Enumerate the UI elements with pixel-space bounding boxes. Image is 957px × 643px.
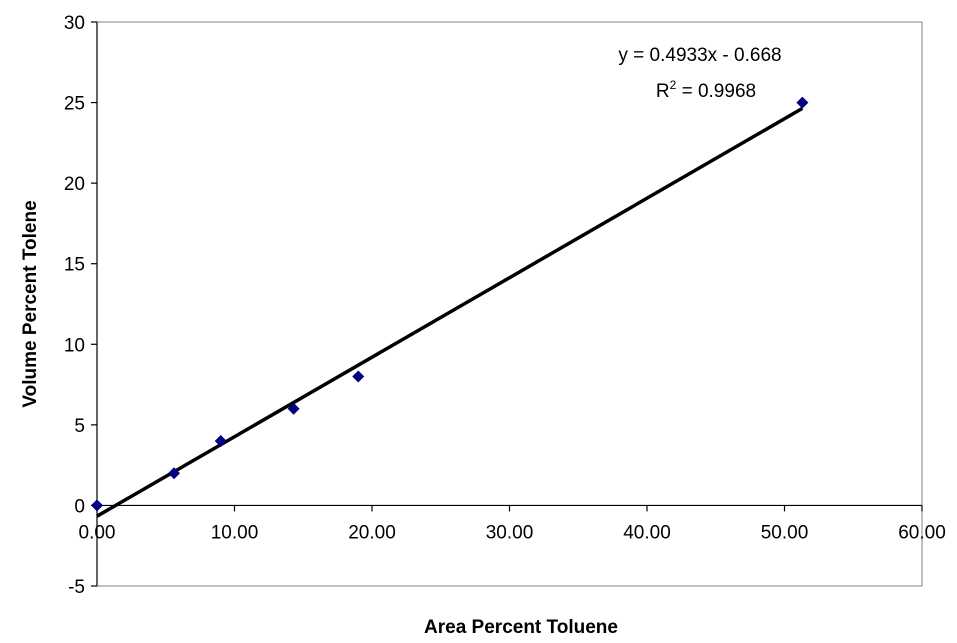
x-tick-label: 20.00 <box>348 522 396 543</box>
y-tick-label: -5 <box>68 577 85 598</box>
r-squared-prefix: R <box>656 81 670 102</box>
y-tick-label: 25 <box>64 94 85 115</box>
data-point <box>796 96 809 109</box>
data-point <box>287 402 300 415</box>
y-tick-label: 15 <box>64 255 85 276</box>
y-tick-label: 20 <box>64 174 85 195</box>
x-tick-label: 40.00 <box>623 522 671 543</box>
data-point <box>214 434 227 447</box>
x-tick-label: 10.00 <box>211 522 259 543</box>
x-tick-label: 0.00 <box>79 522 116 543</box>
y-tick-label: 10 <box>64 335 85 356</box>
y-tick-label: 30 <box>64 13 85 34</box>
trendline <box>96 106 804 518</box>
y-axis-title: Volume Percent Tolene <box>20 200 41 407</box>
r-squared-superscript: 2 <box>670 78 677 92</box>
data-point <box>91 499 103 512</box>
x-tick-label: 30.00 <box>486 522 534 543</box>
trendline-equation: y = 0.4933x - 0.668 <box>618 45 781 66</box>
x-tick-label: 50.00 <box>761 522 809 543</box>
y-tick-label: 5 <box>74 416 85 437</box>
plot-area-border <box>96 21 923 587</box>
x-tick-label: 60.00 <box>898 522 946 543</box>
axes-layer: -5 0 5 10 15 20 25 30 0.00 10.00 20.00 30.00 40.00 50… <box>64 13 946 598</box>
r-squared-value: = 0.9968 <box>676 81 756 102</box>
data-point <box>168 467 180 480</box>
r-squared-label: R2 = 0.9968 <box>656 78 756 102</box>
x-axis-title: Area Percent Toluene <box>424 617 618 638</box>
points-layer <box>91 96 809 512</box>
trendline-layer <box>96 106 804 518</box>
data-point <box>352 370 365 383</box>
y-tick-label: 0 <box>74 496 85 517</box>
